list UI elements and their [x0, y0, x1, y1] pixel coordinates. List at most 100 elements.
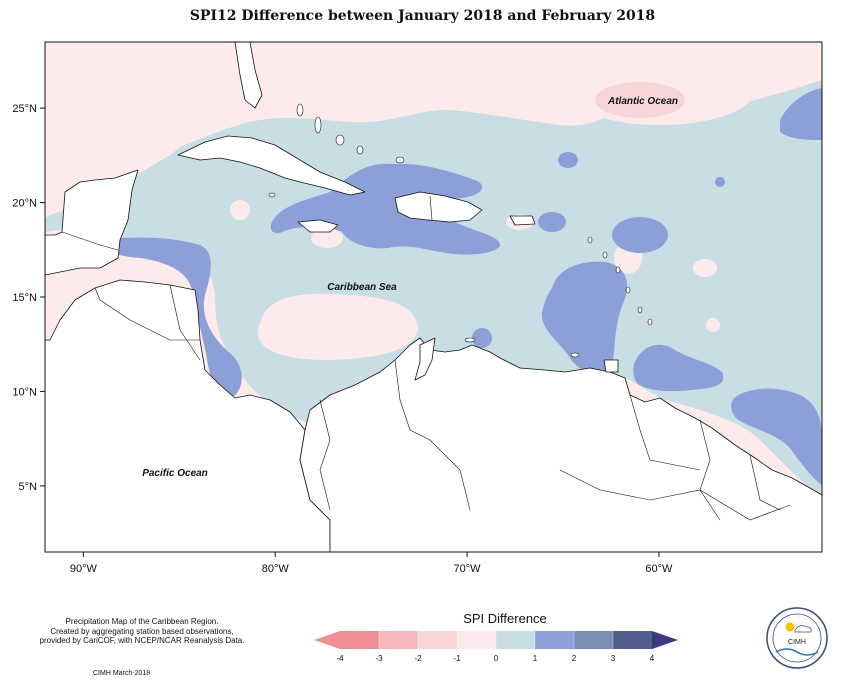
map-title: SPI12 Difference between January 2018 an… [189, 8, 656, 24]
spi-region-east-atlantic-blue [731, 388, 822, 485]
credit-line: Precipitation Map of the Caribbean Regio… [65, 617, 219, 626]
cloud-icon [794, 625, 812, 633]
island-bahamas-1 [296, 103, 304, 117]
lat-tick-label: 15°N [12, 292, 37, 304]
colorbar-segment [613, 631, 653, 649]
colorbar-tick-label: -4 [336, 654, 344, 663]
colorbar-segment [535, 631, 575, 649]
border-suriname-guiana [749, 454, 781, 511]
island-antilles-4 [625, 286, 631, 294]
colorbar-right-arrow [652, 631, 678, 649]
border-venezuela-guyana [629, 394, 701, 471]
longitude-axis: 90°W 80°W 70°W 60°W [70, 552, 673, 575]
atlantic-ocean-label: Atlantic Ocean [607, 96, 678, 107]
spi-region-anguilla-blue [558, 152, 578, 168]
credit-line: Created by aggregating station based obs… [50, 626, 234, 636]
border-guatemala-honduras [94, 287, 200, 341]
land-jamaica [297, 219, 339, 233]
logo-inner-ring [772, 613, 822, 663]
colorbar-segment [496, 631, 536, 649]
border-brazil [559, 469, 791, 521]
border-guyana-suriname [699, 419, 721, 521]
land-south-america [299, 337, 822, 552]
spi-region-greater-antilles-blue [270, 163, 501, 255]
sun-icon [785, 622, 795, 632]
spi-region-jamaica-pink [311, 228, 343, 248]
spi-colorbar: -4 -3 -2 -1 0 1 2 3 4 [314, 631, 678, 663]
land-trinidad [603, 359, 619, 373]
lat-tick-label: 5°N [19, 481, 38, 493]
spi-region-atlantic-east-blue [780, 88, 822, 140]
colorbar-segment [379, 631, 419, 649]
spi-region-barbados-pink [706, 318, 720, 332]
wave-icon [775, 648, 819, 656]
colorbar-tick-label: -2 [414, 654, 422, 663]
island-antilles-5 [637, 306, 643, 314]
colorbar-segment [418, 631, 458, 649]
spi-region-atlantic-small-pink [693, 259, 717, 277]
land-puerto-rico [509, 215, 536, 226]
spi-region-central-america-blue [100, 237, 242, 399]
border-mexico-guatemala [61, 231, 119, 251]
small-islands [268, 103, 653, 358]
colorbar-tick-label: 2 [572, 654, 577, 663]
island-margarita [570, 352, 580, 358]
island-antilles-3 [615, 266, 621, 274]
spi-region-northwest-pink [45, 42, 240, 210]
lon-tick-label: 70°W [454, 563, 482, 575]
lat-tick-label: 25°N [12, 103, 37, 115]
land-florida [234, 42, 263, 109]
credit-line: provided by CariCOF, with NCEP/NCAR Rean… [39, 636, 245, 645]
map-credits: Precipitation Map of the Caribbean Regio… [22, 617, 262, 646]
land-yucatan-coast [414, 337, 436, 381]
colorbar-segment [457, 631, 497, 649]
island-antilles-6 [647, 318, 653, 326]
spi-region-guyana-coast-blue [633, 344, 724, 392]
spi-band-1-to-2 [100, 88, 822, 485]
country-borders [61, 195, 791, 521]
border-colombia-panama [319, 399, 331, 511]
island-antilles-1 [587, 236, 593, 244]
colorbar-tick-label: -3 [375, 654, 383, 663]
legend-title: SPI Difference [463, 611, 547, 626]
land-hispaniola [394, 191, 483, 223]
border-colombia-venezuela [394, 359, 471, 511]
spi-region-lesser-antilles-blue [541, 261, 628, 375]
spi-region-cuba-pink [230, 200, 250, 220]
spi-region-curacao-blue [472, 328, 492, 348]
spi-region-lesser-antilles-north-blue [538, 212, 566, 232]
colorbar-tick-label: 3 [611, 654, 616, 663]
lat-tick-label: 20°N [12, 198, 37, 210]
land-masses [45, 42, 822, 552]
spi-region-atlantic-small-blue [715, 177, 725, 187]
lon-tick-label: 90°W [70, 563, 98, 575]
footer-note: CIMH March-2018 [93, 670, 151, 677]
island-bahamas-4 [356, 145, 364, 155]
pacific-ocean-label: Pacific Ocean [142, 468, 208, 479]
lon-tick-label: 80°W [262, 563, 290, 575]
latitude-axis: 25°N 20°N 15°N 10°N 5°N [12, 103, 45, 493]
colorbar-segment [340, 631, 380, 649]
island-bahamas-2 [314, 116, 322, 134]
colorbar-tick-label: 1 [533, 654, 538, 663]
island-antilles-2 [602, 251, 608, 259]
island-cayman [268, 192, 276, 198]
colorbar-tick-label: -1 [453, 654, 461, 663]
colorbar-left-arrow [314, 631, 340, 649]
cimh-logo: CIMH [766, 607, 828, 669]
colorbar-tick-label: 0 [494, 654, 499, 663]
island-turks [395, 156, 405, 164]
island-bahamas-3 [335, 134, 345, 146]
lon-tick-label: 60°W [645, 563, 673, 575]
caribbean-sea-label: Caribbean Sea [327, 282, 397, 293]
spi-region-atlantic-deep-pink [595, 82, 685, 118]
colorbar-tick-label: 4 [650, 654, 655, 663]
border-nicaragua-costa-rica [169, 284, 201, 361]
island-abc [464, 337, 476, 343]
border-haiti-dr [429, 195, 433, 221]
lat-tick-label: 10°N [12, 386, 37, 398]
land-cuba [177, 135, 366, 196]
spi-region-caribbean-sea-pink [257, 293, 418, 360]
spi-region-windward-blue [612, 217, 668, 253]
